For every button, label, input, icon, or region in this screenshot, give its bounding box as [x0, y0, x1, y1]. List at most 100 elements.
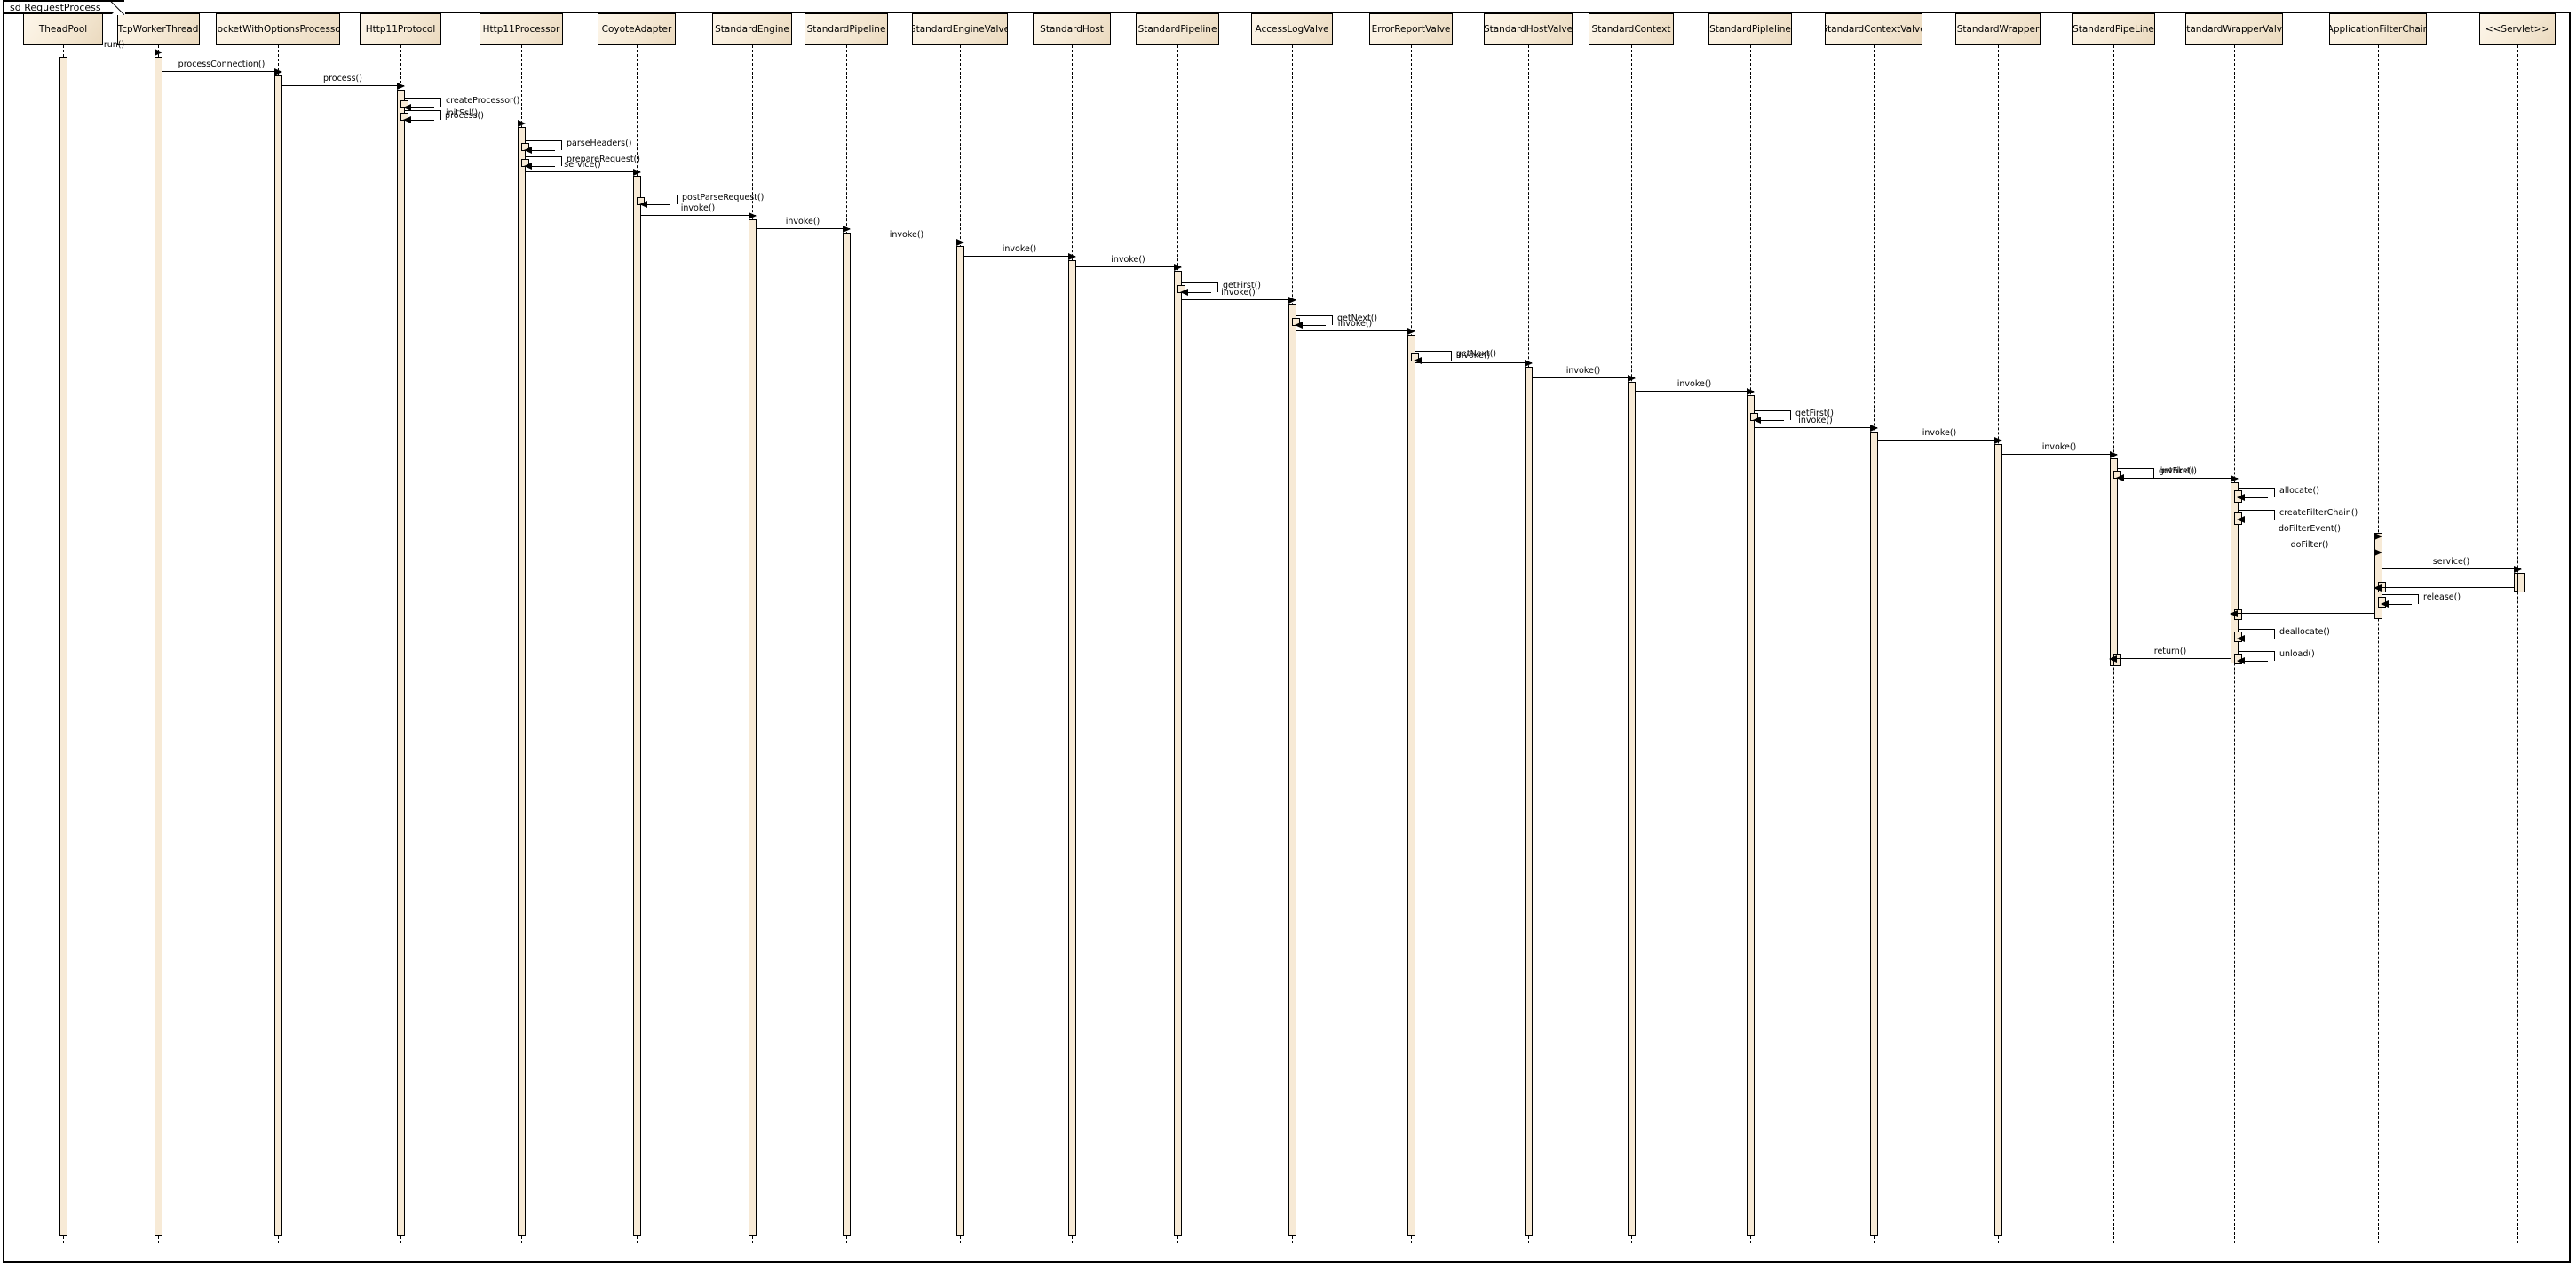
- self-message-top: [404, 110, 441, 111]
- self-message-top: [2238, 488, 2275, 489]
- self-message-bottom: [404, 107, 434, 108]
- frame-label: sd RequestProcess: [3, 0, 125, 15]
- self-message-bottom: [2382, 604, 2412, 605]
- lifeline-head-box: <<Servlet>>: [2479, 13, 2556, 45]
- message-label: doFilter(): [2290, 540, 2329, 550]
- activation-accesslogvalve: [1288, 304, 1296, 1236]
- lifeline-head-box: SocketWithOptionsProcessor: [216, 13, 340, 45]
- self-message-9: postParseRequest(): [639, 193, 764, 208]
- lifeline-name: StandardHostValve: [1484, 24, 1573, 35]
- message-label: process(): [445, 111, 484, 121]
- lifeline-head-box: Http11Processor: [480, 13, 563, 45]
- activation-http11processor: [517, 127, 526, 1236]
- message-14: invoke(): [1075, 255, 1182, 271]
- message-11: invoke(): [756, 217, 851, 233]
- activation-pipeline4: [2109, 458, 2118, 666]
- lifeline-name: TcpWorkerThread: [117, 24, 199, 35]
- message-18: invoke(): [1296, 319, 1415, 335]
- activation-tcpworker: [154, 57, 162, 1236]
- message-34: [2374, 584, 2514, 592]
- self-message-38: unload(): [2237, 649, 2315, 664]
- self-message-bottom: [1754, 420, 1784, 421]
- lifeline-name: StandardEngineValve: [912, 24, 1008, 35]
- message-arrowhead: [749, 211, 757, 219]
- self-message-bottom: [1296, 325, 1326, 326]
- self-message-6: parseHeaders(): [524, 139, 632, 154]
- self-message-arrowhead: [1180, 288, 1188, 296]
- lifeline-head-box: CoyoteAdapter: [598, 13, 676, 45]
- lifeline-head-box: StandardPipeline: [805, 13, 888, 45]
- activation-contextvalve: [1869, 432, 1878, 1236]
- message-2: process(): [281, 74, 405, 90]
- lifeline-name: StandardPipleline: [1709, 24, 1791, 35]
- message-arrowhead: [1407, 327, 1415, 335]
- lifeline-head-box: Http11Protocol: [360, 13, 441, 45]
- message-20: invoke(): [1415, 351, 1533, 367]
- self-message-right: [2274, 651, 2275, 661]
- activation-pipeline2: [1173, 271, 1182, 1236]
- message-39: return(): [2109, 647, 2231, 663]
- self-message-top: [1181, 282, 1218, 283]
- message-label: processConnection(): [178, 60, 266, 69]
- lifeline-name: StandardWrapperValve: [2185, 24, 2283, 35]
- lifeline-name: StandardPipeline: [1137, 24, 1217, 35]
- self-message-top: [525, 140, 562, 141]
- message-36: [2230, 609, 2374, 617]
- activation-coyoteadapter: [632, 176, 641, 1236]
- message-label: invoke(): [1111, 255, 1145, 265]
- self-message-15: getFirst(): [1180, 281, 1261, 296]
- message-arrowhead: [518, 119, 526, 127]
- message-13: invoke(): [963, 244, 1076, 260]
- message-arrowhead: [1870, 424, 1878, 432]
- message-label: release(): [2423, 592, 2461, 602]
- message-label: run(): [103, 40, 125, 50]
- message-label: postParseRequest(): [682, 193, 765, 203]
- message-label: invoke(): [1798, 416, 1833, 425]
- self-message-top: [2117, 468, 2154, 469]
- message-21: invoke(): [1532, 366, 1636, 382]
- lifeline-head-box: ApplicationFilterChain: [2329, 13, 2427, 45]
- self-message-right: [2274, 510, 2275, 520]
- lifeline-name: AccessLogValve: [1255, 24, 1329, 35]
- self-message-right: [561, 140, 562, 150]
- self-message-arrowhead: [639, 200, 647, 208]
- self-message-bottom: [1181, 292, 1211, 293]
- lifeline-name: StandardWrapper: [1956, 24, 2040, 35]
- lifeline-name: ApplicationFilterChain: [2329, 24, 2427, 35]
- self-message-7: prepareRequest(): [524, 155, 640, 170]
- self-message-arrowhead: [1295, 321, 1303, 329]
- self-message-4: initSsl(): [403, 108, 478, 123]
- self-message-right: [440, 110, 441, 120]
- self-message-arrowhead: [2237, 493, 2245, 501]
- self-message-27: getFirst(): [2116, 466, 2197, 481]
- self-message-bottom: [525, 166, 555, 167]
- message-label: initSsl(): [446, 108, 479, 118]
- lifeline-filterchain: [2378, 45, 2379, 1243]
- lifeline-name: StandardPipeLine: [2073, 24, 2154, 35]
- message-label: invoke(): [2160, 466, 2195, 476]
- message-arrowhead: [1628, 374, 1636, 382]
- message-arrowhead: [1288, 296, 1296, 304]
- self-message-top: [2238, 651, 2275, 652]
- message-label: createFilterChain(): [2279, 508, 2358, 518]
- message-label: parseHeaders(): [567, 139, 632, 148]
- diagram-frame: [3, 12, 2571, 1263]
- message-arrowhead: [155, 48, 162, 56]
- self-message-30: createFilterChain(): [2237, 508, 2358, 523]
- message-arrowhead: [1747, 387, 1755, 395]
- message-arrowhead: [1994, 436, 2002, 444]
- lifeline-name: StandardHost: [1040, 24, 1104, 35]
- self-message-19: getNext(): [1414, 349, 1496, 364]
- self-message-top: [404, 98, 441, 99]
- message-label: return(): [2153, 647, 2187, 656]
- activation-enginevalve: [955, 246, 964, 1236]
- self-message-arrowhead: [403, 103, 411, 111]
- message-22: invoke(): [1635, 379, 1755, 395]
- activation-socketproc: [273, 75, 282, 1236]
- self-message-37: deallocate(): [2237, 627, 2330, 642]
- lifeline-head-box: TcpWorkerThread: [116, 13, 200, 45]
- activation-standardwrapper: [1993, 444, 2002, 1236]
- self-message-bottom: [2238, 661, 2268, 662]
- lifeline-head-box: StandardHost: [1033, 13, 1111, 45]
- message-arrowhead: [1525, 359, 1533, 367]
